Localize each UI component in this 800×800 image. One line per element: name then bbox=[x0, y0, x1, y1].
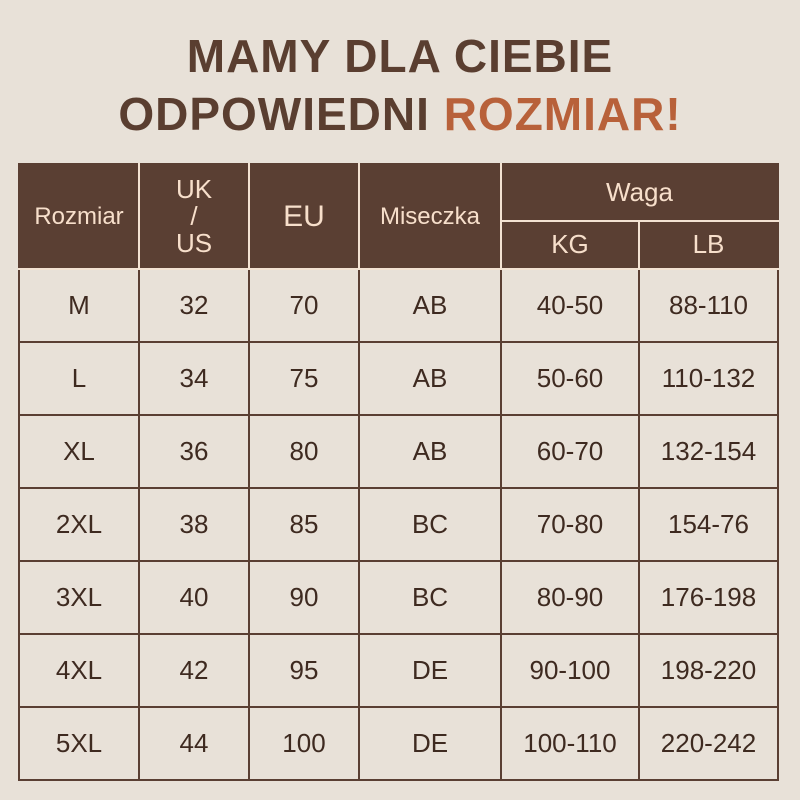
header-uk-us: UK / US bbox=[138, 163, 250, 270]
size-chart-table: Rozmiar UK / US EU Miseczka Waga KG LB M 32… bbox=[18, 163, 779, 781]
cell-lb: 154-76 bbox=[638, 487, 779, 562]
header-cup: Miseczka bbox=[358, 163, 502, 270]
title-line-2: ODPOWIEDNI ROZMIAR! bbox=[0, 91, 800, 137]
cell-cup: BC bbox=[358, 560, 502, 635]
cell-kg: 100-110 bbox=[500, 706, 640, 781]
cell-cup: AB bbox=[358, 414, 502, 489]
header-weight: Waga bbox=[500, 163, 779, 222]
cell-cup: AB bbox=[358, 268, 502, 343]
cell-uk-us: 38 bbox=[138, 487, 250, 562]
cell-eu: 90 bbox=[248, 560, 360, 635]
header-eu: EU bbox=[248, 163, 360, 270]
cell-size: L bbox=[18, 341, 140, 416]
cell-kg: 40-50 bbox=[500, 268, 640, 343]
cell-size: M bbox=[18, 268, 140, 343]
cell-size: 3XL bbox=[18, 560, 140, 635]
cell-lb: 198-220 bbox=[638, 633, 779, 708]
cell-kg: 60-70 bbox=[500, 414, 640, 489]
table-row: 5XL 44 100 DE 100-110 220-242 bbox=[18, 706, 779, 781]
cell-size: 5XL bbox=[18, 706, 140, 781]
cell-size: 2XL bbox=[18, 487, 140, 562]
cell-cup: BC bbox=[358, 487, 502, 562]
cell-cup: AB bbox=[358, 341, 502, 416]
title-accent: ROZMIAR! bbox=[443, 88, 682, 140]
cell-cup: DE bbox=[358, 706, 502, 781]
table-row: 4XL 42 95 DE 90-100 198-220 bbox=[18, 633, 779, 708]
cell-kg: 50-60 bbox=[500, 341, 640, 416]
cell-uk-us: 44 bbox=[138, 706, 250, 781]
cell-size: XL bbox=[18, 414, 140, 489]
cell-lb: 88-110 bbox=[638, 268, 779, 343]
cell-eu: 85 bbox=[248, 487, 360, 562]
header-size: Rozmiar bbox=[18, 163, 140, 270]
cell-cup: DE bbox=[358, 633, 502, 708]
cell-uk-us: 36 bbox=[138, 414, 250, 489]
cell-eu: 100 bbox=[248, 706, 360, 781]
cell-eu: 75 bbox=[248, 341, 360, 416]
cell-uk-us: 40 bbox=[138, 560, 250, 635]
header-kg: KG bbox=[500, 220, 640, 270]
title-main: ODPOWIEDNI bbox=[118, 88, 444, 140]
cell-lb: 110-132 bbox=[638, 341, 779, 416]
cell-kg: 70-80 bbox=[500, 487, 640, 562]
table-row: 2XL 38 85 BC 70-80 154-76 bbox=[18, 487, 779, 562]
cell-lb: 132-154 bbox=[638, 414, 779, 489]
table-row: XL 36 80 AB 60-70 132-154 bbox=[18, 414, 779, 489]
cell-eu: 80 bbox=[248, 414, 360, 489]
table-row: 3XL 40 90 BC 80-90 176-198 bbox=[18, 560, 779, 635]
cell-uk-us: 42 bbox=[138, 633, 250, 708]
cell-lb: 220-242 bbox=[638, 706, 779, 781]
cell-kg: 90-100 bbox=[500, 633, 640, 708]
cell-uk-us: 32 bbox=[138, 268, 250, 343]
header-lb: LB bbox=[638, 220, 779, 270]
cell-kg: 80-90 bbox=[500, 560, 640, 635]
table-row: M 32 70 AB 40-50 88-110 bbox=[18, 268, 779, 343]
cell-uk-us: 34 bbox=[138, 341, 250, 416]
cell-eu: 70 bbox=[248, 268, 360, 343]
title-line-1: MAMY DLA CIEBIE bbox=[186, 30, 614, 82]
table-row: L 34 75 AB 50-60 110-132 bbox=[18, 341, 779, 416]
cell-lb: 176-198 bbox=[638, 560, 779, 635]
cell-eu: 95 bbox=[248, 633, 360, 708]
cell-size: 4XL bbox=[18, 633, 140, 708]
